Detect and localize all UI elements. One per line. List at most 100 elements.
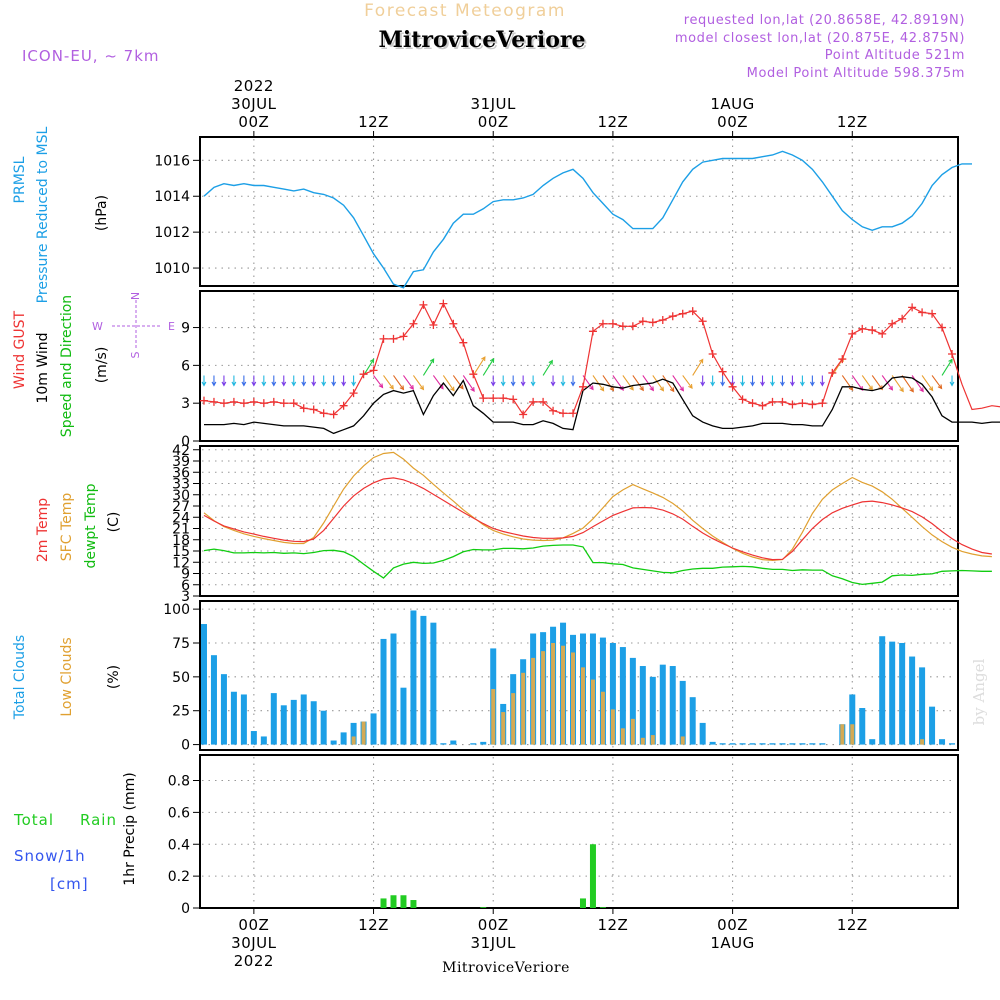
gust-marker xyxy=(898,314,907,323)
gust-marker xyxy=(948,350,957,359)
wind-direction-label: Speed and Direction xyxy=(59,295,75,437)
wind-gust-label: Wind GUST xyxy=(12,310,28,389)
temp-grid xyxy=(202,448,956,594)
wind-direction-arrow xyxy=(422,358,435,376)
time-label-top: 00Z xyxy=(717,113,748,131)
wind-direction-arrow xyxy=(291,375,297,387)
rain-label-rain: Rain xyxy=(80,811,117,829)
time-label-bottom: 00Z xyxy=(238,916,269,934)
temp-tick-label: 12 xyxy=(172,555,190,571)
time-label-top: 2022 xyxy=(234,77,274,95)
gust-marker xyxy=(838,355,847,364)
compass-east: E xyxy=(168,320,175,333)
total-cloud-bar xyxy=(320,710,327,745)
low-cloud-bar xyxy=(610,709,615,745)
time-label-top: 30JUL xyxy=(231,95,276,113)
total-cloud-bar xyxy=(909,656,916,745)
gust-marker xyxy=(808,400,817,409)
clouds-panel: Total Clouds Low Clouds (%) 0 25 50 75 100 xyxy=(12,602,956,754)
wind-unit: (m/s) xyxy=(94,347,110,384)
precip-tick-label: 0.8 xyxy=(168,774,190,790)
total-cloud-bar xyxy=(849,694,856,745)
total-cloud-bar xyxy=(280,705,287,745)
wind-direction-arrow xyxy=(819,375,825,387)
wind-direction-arrow xyxy=(542,359,553,376)
gust-marker xyxy=(618,322,627,331)
total-cloud-bar xyxy=(240,694,247,745)
wind-direction-arrow xyxy=(211,375,217,387)
wind-direction-arrow xyxy=(911,375,924,393)
gust-marker xyxy=(928,309,937,318)
low-cloud-bar xyxy=(521,672,526,745)
watermark: by Angel xyxy=(970,658,988,725)
wind-direction-arrow xyxy=(770,375,775,387)
total-cloud-bar xyxy=(400,687,407,745)
wind-direction-arrow xyxy=(652,375,665,392)
wind-direction-arrow xyxy=(482,357,495,376)
total-cloud-bar xyxy=(599,637,606,745)
pressure-unit: (hPa) xyxy=(94,195,110,231)
wind-direction-arrow xyxy=(632,375,644,392)
total-cloud-bar xyxy=(450,740,457,745)
precip-grid xyxy=(202,757,956,906)
gust-marker xyxy=(608,319,617,328)
wind-direction-arrow xyxy=(363,358,375,376)
wind-direction-arrow xyxy=(931,375,943,390)
total-cloud-bar xyxy=(659,664,666,745)
compass-west: W xyxy=(92,320,103,333)
wind-direction-arrow xyxy=(251,375,257,387)
total-cloud-bar xyxy=(899,642,906,745)
total-cloud-bar xyxy=(879,636,886,745)
total-cloud-bar xyxy=(330,740,337,745)
time-label-top: 00Z xyxy=(238,113,269,131)
time-label-bottom: 2022 xyxy=(234,952,274,970)
gust-marker xyxy=(319,409,328,418)
total-cloud-bar xyxy=(749,743,756,745)
wind-direction-arrow xyxy=(510,375,516,387)
total-cloud-bar xyxy=(370,713,377,745)
wind-tick-label: 6 xyxy=(181,358,190,374)
total-cloud-bar xyxy=(649,676,656,745)
time-label-top: 31JUL xyxy=(471,95,516,113)
wind-direction-arrow xyxy=(383,375,394,390)
pressure-frame xyxy=(199,136,959,287)
wind-direction-arrow xyxy=(901,375,914,393)
wind-direction-arrow xyxy=(530,375,536,387)
gust-marker xyxy=(359,370,368,379)
gust-marker xyxy=(549,406,558,415)
rain-label-total: Total xyxy=(13,811,54,829)
clouds-unit: (%) xyxy=(106,665,122,689)
total-cloud-bar xyxy=(699,722,706,745)
wind-gust-markers xyxy=(199,299,957,419)
time-label-bottom: 00Z xyxy=(717,916,748,934)
clouds-tick-label: 50 xyxy=(172,670,190,686)
low-cloud-bar xyxy=(590,679,595,745)
gust-marker xyxy=(748,399,757,408)
low-cloud-bar xyxy=(511,693,516,745)
rain-bar xyxy=(410,900,417,908)
dewpoint-line xyxy=(203,544,992,586)
wind-direction-arrow xyxy=(809,375,815,387)
gust-marker xyxy=(509,395,518,404)
time-label-bottom: 30JUL xyxy=(231,934,276,952)
gust-marker xyxy=(758,401,767,410)
rain-bar xyxy=(390,895,397,908)
low-cloud-bar xyxy=(571,652,576,745)
wind-ticks: 0 3 6 9 xyxy=(181,321,200,450)
gust-marker xyxy=(299,404,308,413)
low-cloud-bar xyxy=(840,724,845,745)
rain-bar xyxy=(380,898,387,908)
total-cloud-bar xyxy=(919,667,926,745)
gust-marker xyxy=(668,312,677,321)
gust-marker xyxy=(329,410,338,419)
temp-unit: (C) xyxy=(106,512,122,533)
gust-marker xyxy=(588,327,597,336)
total-cloud-bar xyxy=(889,641,896,745)
gust-marker xyxy=(279,399,288,408)
total-cloud-bar xyxy=(799,743,806,745)
time-label-top: 12Z xyxy=(358,113,389,131)
clouds-tick-label: 75 xyxy=(172,636,190,652)
gust-marker xyxy=(259,399,268,408)
low-cloud-bar xyxy=(561,645,566,745)
